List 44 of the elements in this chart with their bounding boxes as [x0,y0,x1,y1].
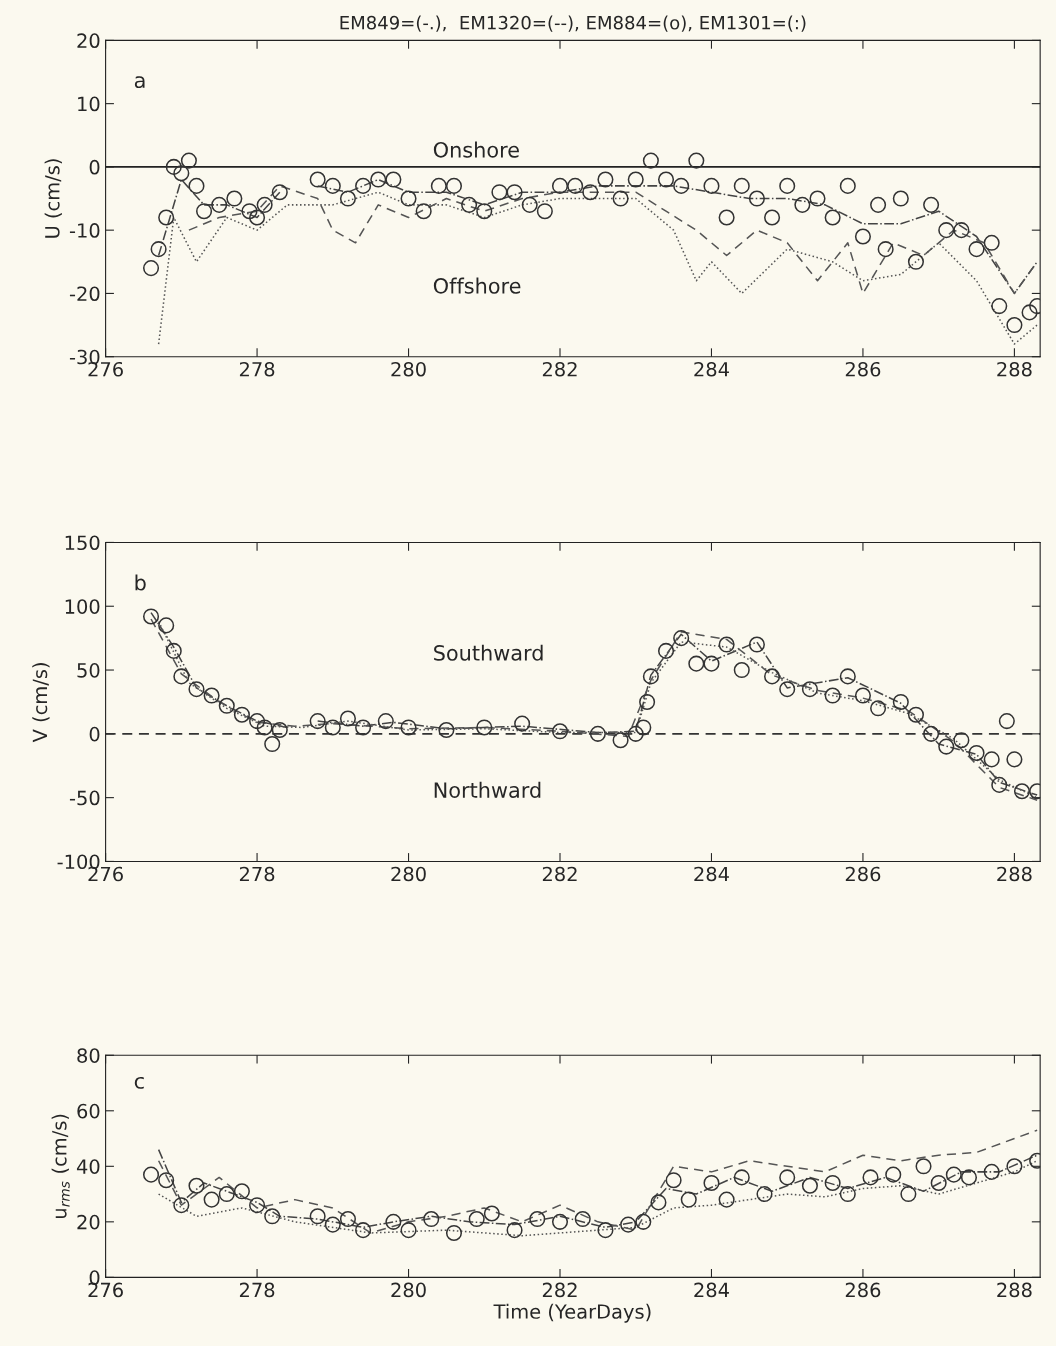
y-axis-title: U (cm/s) [44,159,62,238]
x-tick-label: 278 [239,1282,275,1298]
y-tick-label: 40 [76,1159,100,1174]
y-axis-title: u$_{rms}$ (cm/s) [51,1114,70,1219]
x-tick-label: 282 [542,361,577,377]
annotation: b [135,574,146,591]
annotation: c [134,1076,144,1089]
y-tick-label: 0 [89,159,100,175]
y-tick-label: 50 [77,662,100,678]
x-tick-label: 284 [694,1282,729,1298]
x-tick-label: 280 [391,1282,426,1298]
x-tick-label: 278 [239,361,275,377]
y-axis-title: V (cm/s) [32,663,50,743]
x-tick-label: 286 [845,361,881,377]
annotation: Northward [434,781,541,798]
x-tick-label: 288 [997,1282,1032,1298]
y-tick-label: -20 [69,286,100,302]
x-tick-label: 278 [239,866,275,882]
y-tick-label: 60 [77,1103,100,1119]
y-tick-label: 20 [77,1214,100,1230]
y-tick-label: 150 [65,535,100,551]
y-tick-label: 20 [77,33,100,49]
y-tick-label: 0 [89,726,100,742]
x-tick-label: 282 [542,1282,577,1298]
x-tick-label: 288 [997,361,1032,377]
annotation: a [134,76,145,89]
y-tick-label: 80 [77,1048,100,1063]
annotation: Southward [434,644,543,661]
x-tick-label: 282 [542,866,577,882]
y-tick-label: 10 [78,96,100,112]
x-tick-label: 284 [694,361,729,377]
y-tick-label: 100 [65,599,100,614]
y-tick-label: -10 [69,223,100,238]
x-tick-label: 280 [391,361,426,377]
x-tick-label: 288 [997,866,1032,882]
x-axis-title: Time (YearDays) [493,1303,651,1323]
x-tick-label: 284 [694,866,729,882]
x-tick-label: 286 [845,866,881,882]
y-tick-label: -50 [69,790,100,806]
x-tick-label: 286 [845,1282,881,1298]
annotation: Offshore [433,277,521,294]
annotation: Onshore [433,141,519,158]
chart-title: EM849=(-.), EM1320=(--), EM884=(o), EM1301=(:) [340,15,806,32]
x-tick-label: 280 [391,866,426,882]
